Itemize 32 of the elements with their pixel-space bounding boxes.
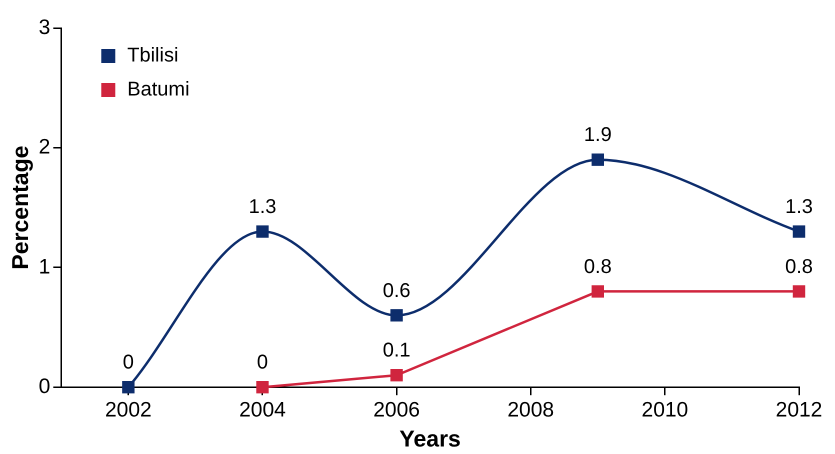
point [592, 154, 604, 166]
point [256, 381, 269, 394]
point [122, 381, 135, 394]
point [592, 285, 604, 298]
x-tick-label: 2010 [642, 398, 688, 422]
point [390, 369, 403, 382]
point [256, 225, 269, 238]
data-label: 0 [256, 352, 268, 374]
data-label: 0.6 [382, 280, 411, 302]
point [792, 225, 806, 238]
data-label: 0.8 [785, 256, 813, 278]
x-tick-label: 2006 [373, 398, 420, 422]
data-label: 1.9 [584, 124, 612, 146]
x-axis-title: Years [399, 426, 461, 452]
y-axis-title: Percentage [7, 146, 34, 270]
x-tick-label: 2002 [104, 398, 152, 422]
data-label: 1.3 [785, 196, 813, 218]
x-tick-label: 2008 [507, 398, 554, 422]
y-tick-label: 3 [38, 16, 50, 39]
x-tick-label: 2004 [239, 398, 286, 422]
legend-label: Tbilisi [127, 44, 178, 67]
point [792, 285, 806, 298]
y-tick-label: 1 [38, 255, 50, 278]
point [390, 309, 403, 322]
x-tick-label: 2012 [776, 398, 822, 422]
data-label: 0 [122, 352, 134, 374]
y-tick-label: 0 [38, 374, 50, 398]
data-label: 0.1 [382, 340, 411, 362]
legend-label: Batumi [127, 78, 190, 101]
y-tick-label: 2 [38, 136, 50, 159]
data-label: 0.8 [584, 256, 612, 278]
data-label: 1.3 [248, 196, 276, 218]
